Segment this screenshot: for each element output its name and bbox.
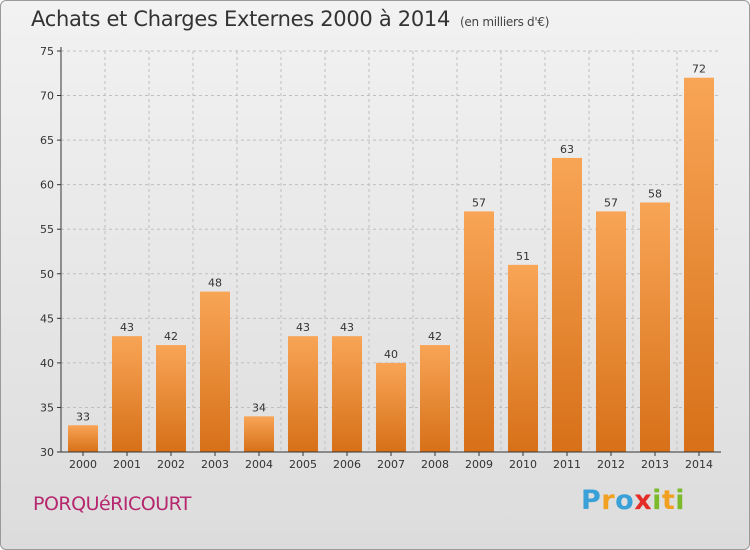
bar-2004 xyxy=(244,416,274,452)
logo-letter: P xyxy=(581,485,602,516)
bar-2011 xyxy=(552,157,582,452)
x-tick-label-2009: 2009 xyxy=(465,458,493,471)
bar-2002 xyxy=(156,345,186,452)
bar-2003 xyxy=(200,291,230,452)
logo-letter: i xyxy=(675,485,686,516)
logo-letter: o xyxy=(615,485,635,516)
x-tick-label-2000: 2000 xyxy=(69,458,97,471)
x-tick-label-2007: 2007 xyxy=(377,458,405,471)
y-tick-label-45: 45 xyxy=(40,312,54,325)
x-tick-label-2002: 2002 xyxy=(157,458,185,471)
value-label-2003: 48 xyxy=(208,277,222,290)
value-label-2012: 57 xyxy=(604,196,618,209)
y-tick-label-65: 65 xyxy=(40,134,54,147)
x-tick-label-2012: 2012 xyxy=(597,458,625,471)
y-tick-label-40: 40 xyxy=(40,357,54,370)
value-label-2013: 58 xyxy=(648,187,662,200)
x-tick-label-2003: 2003 xyxy=(201,458,229,471)
bar-2001 xyxy=(112,336,142,452)
value-label-2004: 34 xyxy=(252,401,266,414)
value-label-2011: 63 xyxy=(560,143,574,156)
value-label-2002: 42 xyxy=(164,330,178,343)
y-tick-label-50: 50 xyxy=(40,268,54,281)
chart-title-block: Achats et Charges Externes 2000 à 2014 (e… xyxy=(31,7,549,31)
bar-2012 xyxy=(596,211,626,452)
y-tick-label-75: 75 xyxy=(40,45,54,58)
y-tick-label-55: 55 xyxy=(40,223,54,236)
x-tick-label-2008: 2008 xyxy=(421,458,449,471)
x-tick-label-2001: 2001 xyxy=(113,458,141,471)
y-tick-label-70: 70 xyxy=(40,90,54,103)
y-tick-label-60: 60 xyxy=(40,179,54,192)
y-tick-label-35: 35 xyxy=(40,401,54,414)
bar-2014 xyxy=(684,77,714,452)
chart-title: Achats et Charges Externes 2000 à 2014 xyxy=(31,7,451,31)
value-label-2001: 43 xyxy=(120,321,134,334)
proxiti-logo[interactable]: Proxiti xyxy=(581,485,685,516)
value-label-2007: 40 xyxy=(384,348,398,361)
x-tick-label-2005: 2005 xyxy=(289,458,317,471)
x-tick-label-2006: 2006 xyxy=(333,458,361,471)
bar-2010 xyxy=(508,264,538,452)
value-label-2000: 33 xyxy=(76,410,90,423)
bar-2013 xyxy=(640,202,670,452)
x-tick-label-2004: 2004 xyxy=(245,458,273,471)
bar-2007 xyxy=(376,362,406,452)
bar-2008 xyxy=(420,345,450,452)
bar-2009 xyxy=(464,211,494,452)
logo-letter: r xyxy=(601,485,616,516)
x-tick-label-2013: 2013 xyxy=(641,458,669,471)
x-tick-label-2010: 2010 xyxy=(509,458,537,471)
logo-letter: t xyxy=(661,485,676,516)
logo-letter: i xyxy=(652,485,662,516)
y-tick-label-30: 30 xyxy=(40,446,54,459)
bars: 33 43 42 48 34 43 43 40 42 57 51 63 57 58 72 xyxy=(68,63,714,452)
value-label-2010: 51 xyxy=(516,250,530,263)
value-label-2014: 72 xyxy=(692,63,706,76)
axes: 30 35 40 45 50 55 60 65 70 75 2000 2001 2002 2003 2004… xyxy=(40,45,721,471)
value-label-2006: 43 xyxy=(340,321,354,334)
value-label-2008: 42 xyxy=(428,330,442,343)
x-tick-label-2014: 2014 xyxy=(685,458,713,471)
value-label-2005: 43 xyxy=(296,321,310,334)
x-tick-label-2011: 2011 xyxy=(553,458,581,471)
bar-2000 xyxy=(68,425,98,452)
value-label-2009: 57 xyxy=(472,196,486,209)
logo-letter: x xyxy=(634,485,653,516)
chart-unit-label: (en milliers d'€) xyxy=(460,15,550,29)
commune-name: PORQUéRICOURT xyxy=(33,493,192,515)
bar-2005 xyxy=(288,336,318,452)
bar-2006 xyxy=(332,336,362,452)
